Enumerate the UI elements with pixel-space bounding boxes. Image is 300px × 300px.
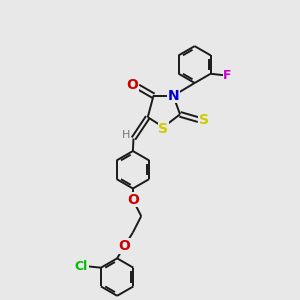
Text: O: O bbox=[127, 78, 139, 92]
Text: S: S bbox=[158, 122, 168, 136]
Text: O: O bbox=[118, 239, 130, 253]
Text: F: F bbox=[223, 69, 232, 82]
Text: N: N bbox=[168, 89, 180, 103]
Text: O: O bbox=[127, 193, 139, 207]
Text: H: H bbox=[122, 130, 130, 140]
Text: Cl: Cl bbox=[75, 260, 88, 273]
Text: S: S bbox=[199, 113, 209, 127]
